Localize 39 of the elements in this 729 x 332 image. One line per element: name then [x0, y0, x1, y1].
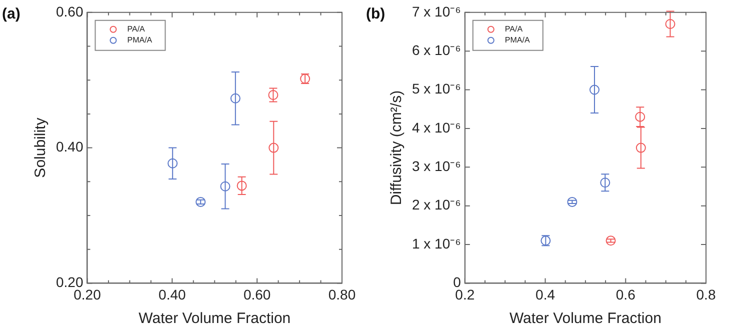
point: [236, 180, 247, 191]
point: [196, 196, 206, 207]
point: [230, 93, 240, 104]
y-tick-label: 2 x 10⁻⁶: [412, 196, 461, 213]
point: [665, 19, 676, 30]
x-tick-label: 0.4: [536, 286, 556, 302]
y-tick-label: 0.60: [56, 3, 84, 20]
y-tick-label: 5 x 10⁻⁶: [412, 80, 461, 97]
point: [268, 142, 279, 153]
y-axis-title: Diffusivity (cm²/s): [388, 90, 406, 206]
legend-label: PA/A: [504, 24, 524, 34]
x-axis-title: Water Volume Fraction: [509, 310, 662, 328]
legend-label: PMA/A: [504, 36, 530, 45]
point: [268, 90, 278, 100]
x-tick-label: 0.60: [243, 286, 271, 302]
y-tick-label: 0.40: [56, 138, 84, 155]
x-tick-label: 0.6: [616, 286, 636, 302]
y-tick-label: 4 x 10⁻⁶: [412, 119, 461, 136]
y-tick-label: 1 x 10⁻⁶: [412, 235, 461, 252]
chart-title: (b): [366, 6, 386, 23]
y-tick-label: 7 x 10⁻⁶: [412, 3, 461, 20]
y-tick-label: 3 x 10⁻⁶: [412, 158, 461, 174]
point: [636, 142, 646, 153]
x-tick-label: 0.80: [328, 286, 356, 302]
point: [220, 181, 230, 192]
y-axis-title: Solubility: [32, 117, 50, 178]
point: [600, 178, 610, 188]
y-tick-label: 6 x 10⁻⁶: [412, 42, 461, 58]
point: [589, 84, 600, 95]
legend-label: PA/A: [127, 24, 146, 34]
point: [606, 236, 616, 246]
legend-label: PMA/A: [127, 36, 153, 45]
point: [635, 112, 646, 122]
x-axis-title: Water Volume Fraction: [138, 310, 291, 328]
x-tick-label: 0.8: [696, 286, 716, 302]
point: [168, 158, 178, 168]
point: [567, 196, 578, 207]
chart-title: (a): [2, 6, 20, 23]
x-tick-label: 0.40: [158, 286, 186, 302]
